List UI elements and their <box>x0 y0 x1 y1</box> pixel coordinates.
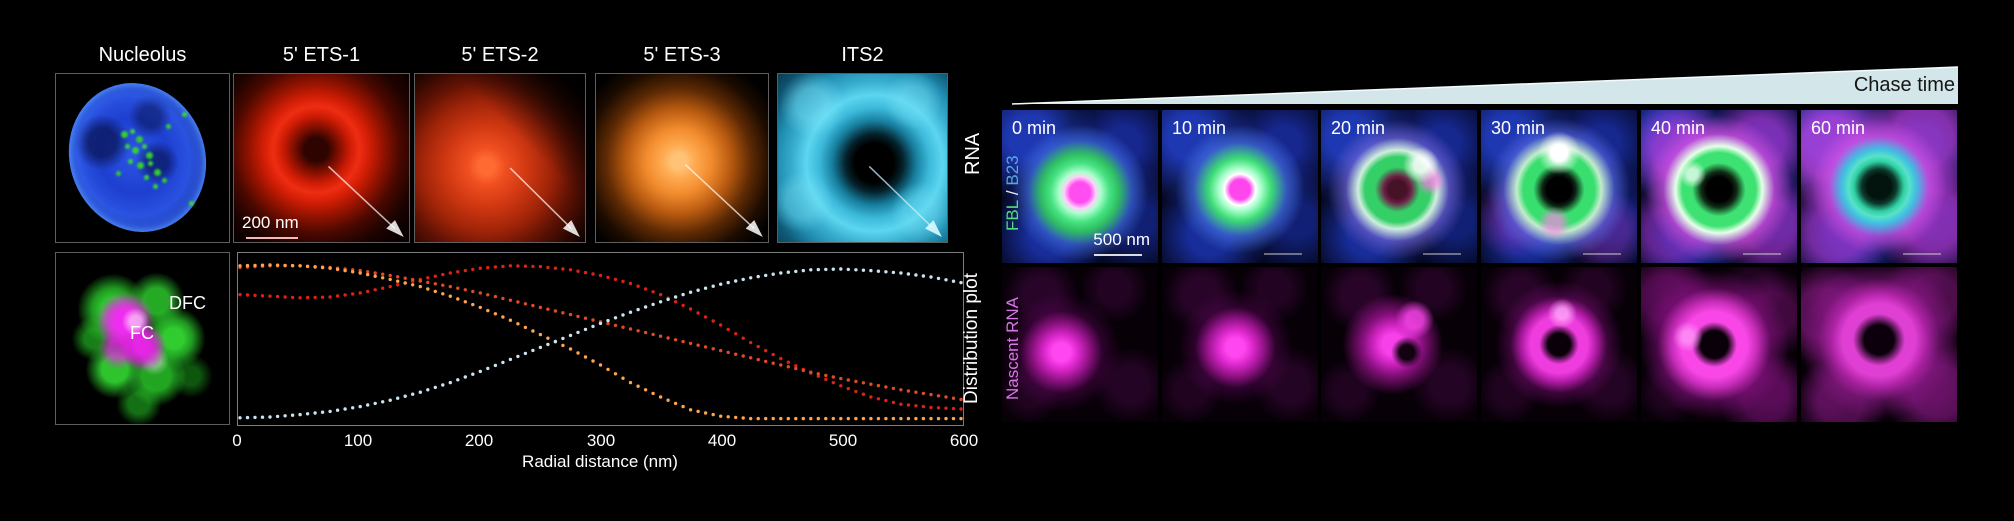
5ets2-image-panel <box>414 73 586 243</box>
chase-panel-60min: 60 min <box>1801 110 1957 263</box>
time-label: 30 min <box>1491 118 1546 138</box>
nucleolus-core <box>1002 110 1158 263</box>
separator: / <box>1003 185 1022 200</box>
radial-arrow-icon <box>868 165 942 237</box>
distribution-plot-frame <box>237 252 964 426</box>
chase-panel-30min: 30 min <box>1481 110 1637 263</box>
nucleolus-core <box>1162 110 1318 263</box>
x-axis-title: Radial distance (nm) <box>522 452 678 471</box>
nascent-rna-signal <box>1801 267 1957 422</box>
fc-dfc-image-panel: DFC FC <box>55 252 230 425</box>
5ets1-image-panel: 200 nm <box>233 73 410 243</box>
nascent-rna-signal <box>1002 267 1158 422</box>
chase-time-label: Chase time <box>1853 74 1955 96</box>
nascent-rna-panel-10min <box>1162 267 1318 422</box>
scale-bar <box>1264 253 1302 255</box>
nucleolus-core <box>1641 110 1797 263</box>
nascent-rna-panel-0min <box>1002 267 1158 422</box>
chase-panel-0min: 0 min 500 nm <box>1002 110 1158 263</box>
fbl-label: FBL <box>1003 199 1022 231</box>
x-tick-label: 0 <box>232 431 242 450</box>
radial-arrow-icon <box>509 167 580 237</box>
chase-time-wedge <box>1011 66 1959 105</box>
its2-image-panel <box>777 73 948 243</box>
column-title-5ets2: 5' ETS-2 <box>461 44 539 66</box>
dfc-label: DFC <box>169 293 206 313</box>
scale-bar <box>246 237 298 239</box>
column-title-its2: ITS2 <box>841 44 884 66</box>
nascent-rna-signal <box>1162 267 1318 422</box>
time-label: 10 min <box>1172 118 1227 138</box>
nucleolus-image-panel <box>55 73 230 243</box>
time-label: 40 min <box>1651 118 1706 138</box>
column-title-5ets1: 5' ETS-1 <box>282 44 361 66</box>
radial-arrow-icon <box>684 164 763 237</box>
nascent-rna-signal <box>1481 267 1637 422</box>
x-tick-label: 200 <box>464 431 494 450</box>
distribution-plot <box>238 263 963 421</box>
radial-arrow-icon <box>327 165 404 237</box>
nucleolus-core <box>1481 110 1637 263</box>
time-label: 60 min <box>1811 118 1866 138</box>
time-label: 20 min <box>1331 118 1386 138</box>
nascent-rna-side-label: Nascent RNA <box>1003 297 1022 400</box>
time-label: 0 min <box>1012 118 1057 138</box>
x-tick-label: 100 <box>343 431 373 450</box>
nascent-rna-panel-40min <box>1641 267 1797 422</box>
scale-bar <box>1743 253 1781 255</box>
nucleolus-core <box>1801 110 1957 263</box>
scale-bar <box>1903 253 1941 255</box>
x-tick-label: 500 <box>828 431 858 450</box>
fbl-b23-side-label: FBL / B23 <box>1003 122 1025 264</box>
chase-panel-40min: 40 min <box>1641 110 1797 263</box>
scale-bar <box>1094 254 1142 256</box>
nascent-rna-signal <box>1641 267 1797 422</box>
x-tick-label: 600 <box>949 431 979 450</box>
nucleolus-core <box>1321 110 1477 263</box>
nascent-rna-panel-60min <box>1801 267 1957 422</box>
scale-bar-label: 200 nm <box>242 213 299 232</box>
5ets3-image-panel <box>595 73 769 243</box>
nascent-rna-panel-20min <box>1321 267 1477 422</box>
nascent-rna-signal <box>1321 267 1477 422</box>
scale-bar <box>1423 253 1461 255</box>
chase-panel-20min: 20 min <box>1321 110 1477 263</box>
b23-label: B23 <box>1003 155 1022 186</box>
nascent-rna-panel-30min <box>1481 267 1637 422</box>
fc-label: FC <box>130 323 154 343</box>
rna-row-side-label: RNA <box>962 132 984 176</box>
x-tick-label: 400 <box>707 431 737 450</box>
x-tick-label: 300 <box>586 431 616 450</box>
nucleus-shape <box>56 74 229 242</box>
distribution-plot-side-label: Distribution plot <box>961 273 982 405</box>
scale-bar <box>1583 253 1621 255</box>
chase-panel-10min: 10 min <box>1162 110 1318 263</box>
scale-bar-label: 500 nm <box>1093 230 1150 249</box>
column-title-5ets3: 5' ETS-3 <box>643 44 721 66</box>
nucleolar-speckles <box>56 74 61 79</box>
column-title-nucleolus: Nucleolus <box>98 44 187 66</box>
